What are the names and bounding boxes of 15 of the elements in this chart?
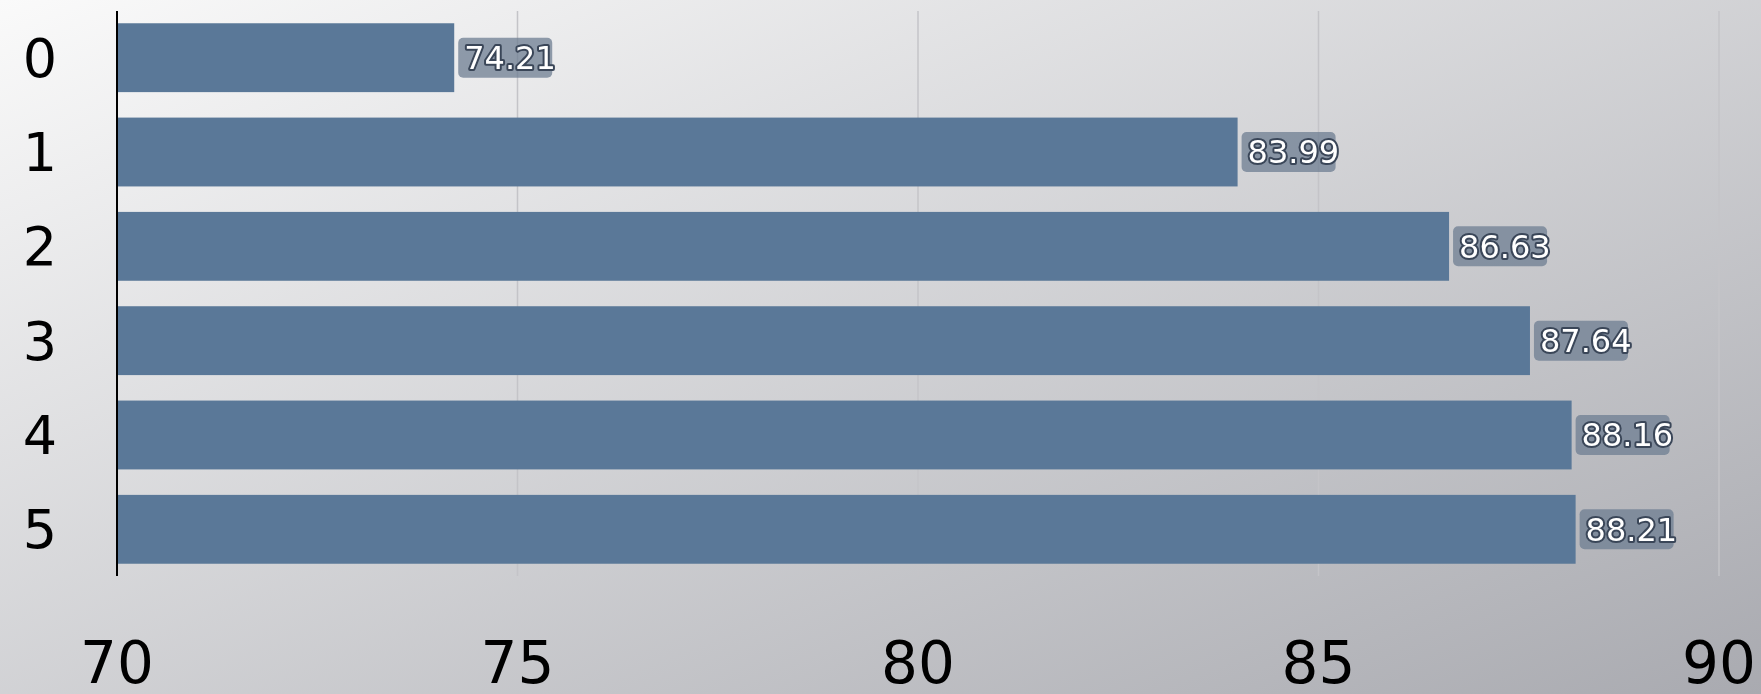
data-label: 86.63 xyxy=(1459,227,1551,266)
x-tick-label: 85 xyxy=(1281,629,1356,694)
data-label: 87.64 xyxy=(1539,321,1632,360)
y-tick-label: 2 xyxy=(22,215,57,279)
data-label: 88.16 xyxy=(1581,416,1674,455)
y-tick-label: 1 xyxy=(22,120,57,184)
x-tick-label: 70 xyxy=(80,629,154,694)
y-tick-label: 0 xyxy=(22,26,57,90)
y-tick-label: 3 xyxy=(22,309,57,373)
data-label: 88.21 xyxy=(1585,510,1678,549)
y-tick-label: 4 xyxy=(22,403,57,467)
x-tick-label: 75 xyxy=(480,629,555,694)
x-tick-label: 80 xyxy=(881,629,955,694)
y-tick-label: 5 xyxy=(22,498,57,562)
x-tick-label: 90 xyxy=(1682,629,1756,694)
